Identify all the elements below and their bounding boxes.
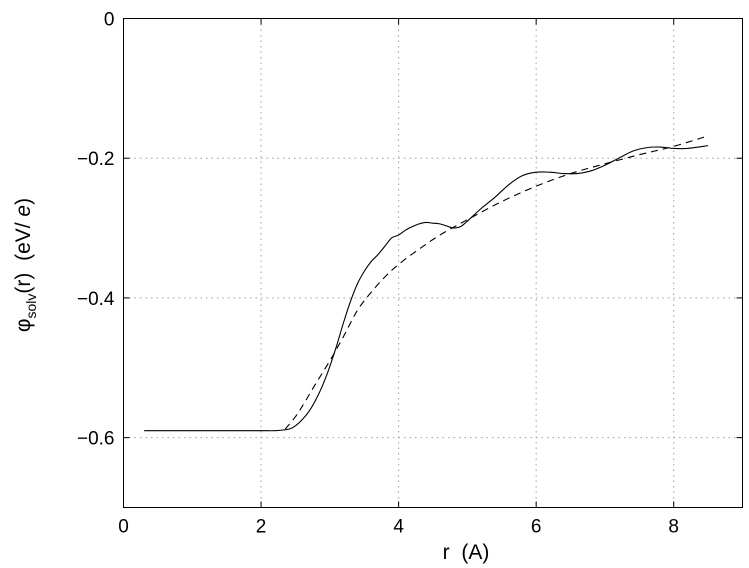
y-tick-label: −0.4 bbox=[77, 289, 115, 310]
x-tick-label: 2 bbox=[256, 517, 267, 538]
x-tick-label: 0 bbox=[118, 517, 129, 538]
x-tick-labels: 0 2 4 6 8 bbox=[118, 517, 679, 538]
y-axis-label-symbol: φ bbox=[12, 318, 35, 332]
data-series bbox=[144, 135, 709, 432]
y-axis-label: φsolv(r) (eV/ e) bbox=[12, 198, 39, 332]
y-axis-label-middle: (r) (eV/ bbox=[12, 217, 35, 294]
dashed-series-line bbox=[284, 135, 709, 430]
plot-frame bbox=[123, 18, 743, 508]
solid-series-line bbox=[144, 145, 709, 432]
y-tick-label: −0.2 bbox=[77, 149, 115, 170]
x-tick-label: 8 bbox=[668, 517, 679, 538]
axis-ticks bbox=[123, 18, 743, 508]
x-tick-label: 4 bbox=[393, 517, 404, 538]
x-axis-label: r (A) bbox=[443, 541, 490, 564]
y-axis-label-italic: e bbox=[12, 205, 35, 217]
y-tick-labels: 0 −0.2 −0.4 −0.6 bbox=[77, 10, 115, 450]
y-tick-label: −0.6 bbox=[77, 429, 115, 450]
grid-lines bbox=[123, 18, 743, 508]
x-tick-label: 6 bbox=[531, 517, 542, 538]
y-axis-label-suffix: ) bbox=[12, 198, 35, 205]
y-tick-label: 0 bbox=[104, 10, 115, 31]
y-axis-label-subscript: solv bbox=[23, 294, 39, 319]
